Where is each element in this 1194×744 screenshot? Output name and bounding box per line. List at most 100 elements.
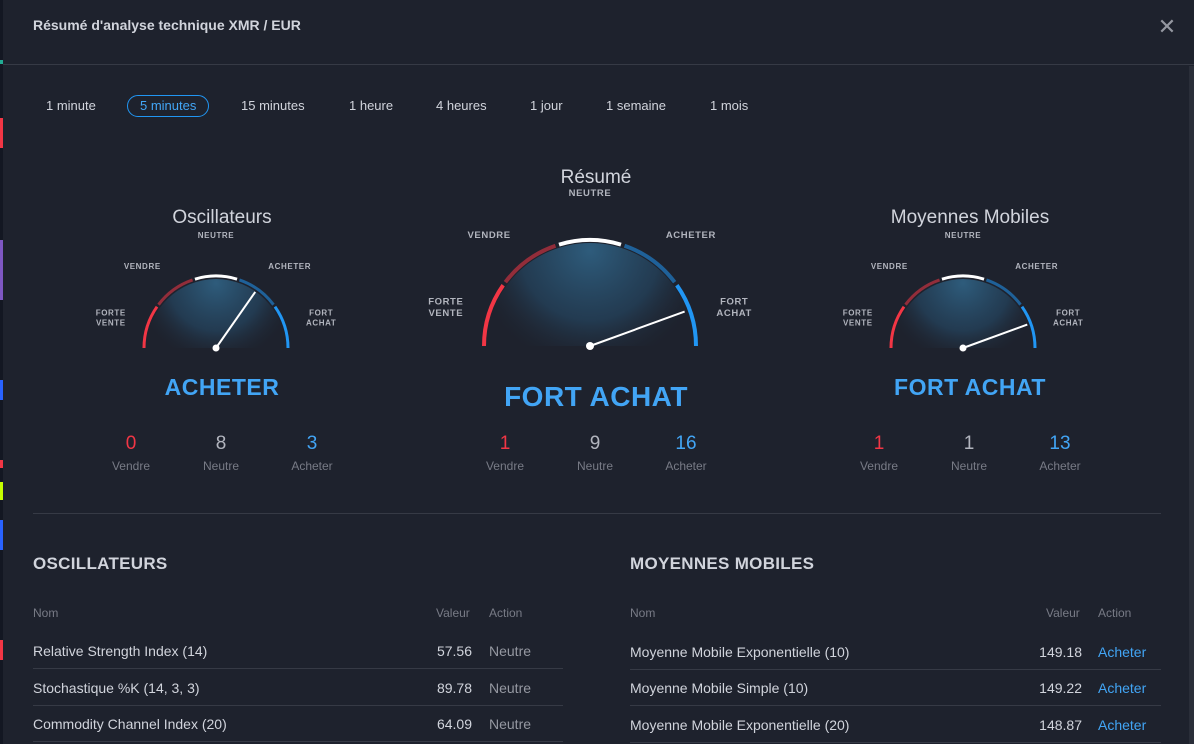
indicator-name: Commodity Channel Index (20) [33, 716, 227, 732]
oscillators-counts: 0 Vendre 8 Neutre 3 Acheter [72, 433, 372, 483]
oscillators-buy-count: 3 Acheter [272, 433, 352, 473]
count-label: Acheter [1039, 459, 1081, 473]
summary-buy-count: 16 Acheter [646, 433, 726, 473]
gauge-fill [894, 279, 1032, 348]
summary-sell-count: 1 Vendre [465, 433, 545, 473]
indicator-name: Moyenne Mobile Exponentielle (10) [630, 644, 850, 660]
tab-4-heures[interactable]: 4 heures [436, 98, 487, 113]
section-divider [33, 513, 1161, 514]
gauge-needle [215, 291, 257, 349]
oscillators-sell-count: 0 Vendre [91, 433, 171, 473]
gauge-needle-pivot [212, 344, 220, 352]
moving-averages-neutral-count: 1 Neutre [929, 433, 1009, 473]
count-label: Acheter [291, 459, 333, 473]
table-row: Moyenne Mobile Exponentielle (10) 149.18… [630, 633, 1161, 670]
neutral-arc [194, 274, 238, 281]
close-icon[interactable]: ✕ [1157, 14, 1177, 39]
summary-gauge-title: Résumé [560, 167, 632, 188]
indicator-name: Moyenne Mobile Simple (10) [630, 680, 809, 696]
dialog-title: Résumé d'analyse technique XMR / EUR [33, 17, 301, 33]
moving-averages-gauge-title: Moyennes Mobiles [890, 207, 1050, 228]
column-header-action: Action [1098, 606, 1132, 620]
indicator-name: Relative Strength Index (14) [33, 643, 208, 659]
count-value: 8 [215, 433, 227, 454]
strong-sell-arc [889, 305, 906, 349]
tab-5-minutes[interactable]: 5 minutes [127, 95, 210, 117]
moving-averages-counts: 1 Vendre 1 Neutre 13 Acheter [820, 433, 1120, 483]
column-header-value: Valeur [436, 606, 470, 620]
buy-label: ACHETER [268, 262, 311, 271]
indicator-value: 148.87 [1039, 717, 1082, 733]
count-value: 1 [499, 433, 511, 454]
tab-1-mois[interactable]: 1 mois [710, 98, 749, 113]
count-value: 3 [306, 433, 318, 454]
indicator-action-link[interactable]: Acheter [1098, 644, 1147, 660]
tab-1-heure[interactable]: 1 heure [349, 98, 394, 113]
strong-sell-arc [482, 284, 505, 347]
strong-buy-arc [1020, 305, 1037, 349]
indicator-value: 57.56 [436, 643, 472, 659]
strong-buy-label: FORT ACHAT [716, 297, 752, 319]
neutral-label: NEUTRE [569, 188, 612, 199]
neutral-label: NEUTRE [198, 231, 235, 240]
strong-buy-arc [273, 305, 290, 349]
buy-label: ACHETER [1015, 262, 1058, 271]
moving-averages-verdict: FORT ACHAT [894, 374, 1046, 400]
indicator-action-link[interactable]: Acheter [1098, 680, 1147, 696]
strong-sell-arc [142, 305, 159, 349]
column-header-name: Nom [630, 606, 656, 620]
scrollbar[interactable] [1189, 66, 1194, 744]
indicator-name: Stochastique %K (14, 3, 3) [33, 680, 200, 696]
neutral-arc [558, 238, 622, 247]
indicator-value: 149.18 [1039, 644, 1082, 660]
gauge-needle [962, 323, 1028, 349]
oscillators-verdict: ACHETER [164, 374, 280, 400]
gauge-fill [487, 243, 693, 346]
technical-analysis-dialog: Résumé d'analyse technique XMR / EUR ✕ 1… [3, 0, 1194, 744]
strong-buy-arc [675, 284, 698, 347]
sell-arc [503, 243, 557, 284]
table-row: Moyenne Mobile Simple (10) 149.22 Achete… [630, 669, 1161, 706]
tab-1-jour[interactable]: 1 jour [530, 98, 563, 113]
indicator-value: 89.78 [436, 680, 472, 696]
strong-sell-label: FORTE VENTE [96, 309, 126, 328]
table-row: Commodity Channel Index (20) 64.09 Neutr… [33, 705, 563, 742]
gauge-needle-pivot [586, 342, 594, 350]
table-row: Moyenne Mobile Exponentielle (20) 148.87… [630, 706, 1161, 743]
tab-1-minute[interactable]: 1 minute [46, 98, 96, 113]
count-value: 0 [125, 433, 137, 454]
count-label: Vendre [859, 459, 899, 473]
count-value: 9 [589, 433, 601, 454]
indicator-value: 149.22 [1039, 680, 1082, 696]
table-row: Stochastique %K (14, 3, 3) 89.78 Neutre [33, 669, 563, 706]
sell-label: VENDRE [124, 262, 161, 271]
strong-buy-label: FORT ACHAT [306, 309, 336, 328]
strong-sell-label: FORTE VENTE [428, 297, 463, 319]
column-header-action: Action [489, 606, 523, 620]
neutral-arc [941, 274, 985, 281]
gauge-needle-pivot [959, 344, 967, 352]
count-label: Neutre [950, 459, 988, 473]
tab-1-semaine[interactable]: 1 semaine [606, 98, 666, 113]
sell-label: VENDRE [871, 262, 908, 271]
moving-averages-buy-count: 13 Acheter [1020, 433, 1100, 473]
count-label: Vendre [485, 459, 525, 473]
oscillators-section-title: OSCILLATEURS [33, 554, 168, 573]
indicator-action: Neutre [489, 680, 532, 696]
column-header-value: Valeur [1046, 606, 1080, 620]
indicator-action-link[interactable]: Acheter [1098, 717, 1147, 733]
tab-15-minutes[interactable]: 15 minutes [241, 98, 305, 113]
strong-buy-label: FORT ACHAT [1053, 309, 1083, 328]
background-chart-strip [0, 0, 3, 744]
count-value: 16 [675, 433, 697, 454]
buy-arc [623, 243, 677, 284]
strong-sell-label: FORTE VENTE [843, 309, 873, 328]
count-label: Acheter [665, 459, 707, 473]
summary-neutral-count: 9 Neutre [555, 433, 635, 473]
neutral-label: NEUTRE [945, 231, 982, 240]
count-value: 1 [963, 433, 975, 454]
count-value: 1 [873, 433, 885, 454]
buy-arc [985, 278, 1022, 306]
